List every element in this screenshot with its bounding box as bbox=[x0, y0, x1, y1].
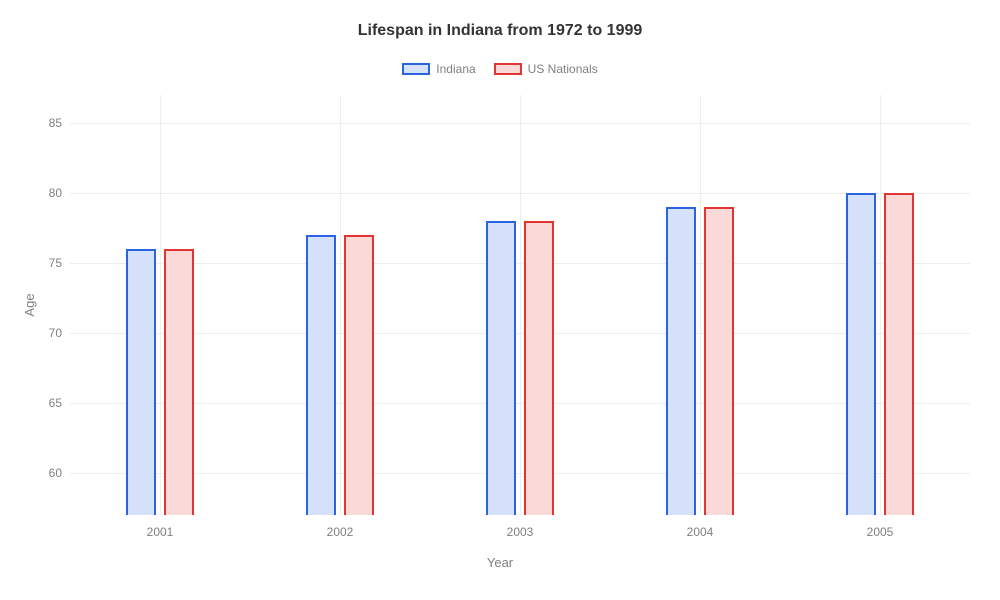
y-tick-label: 65 bbox=[12, 396, 62, 410]
legend-swatch-indiana bbox=[402, 63, 430, 75]
bar bbox=[306, 235, 336, 515]
gridline-x bbox=[880, 95, 881, 515]
legend-swatch-us-nationals bbox=[494, 63, 522, 75]
legend-label-us-nationals: US Nationals bbox=[528, 62, 598, 76]
bar bbox=[126, 249, 156, 515]
y-tick-label: 75 bbox=[12, 256, 62, 270]
y-tick-label: 70 bbox=[12, 326, 62, 340]
bar bbox=[884, 193, 914, 515]
x-tick-label: 2003 bbox=[507, 525, 534, 539]
y-tick-label: 80 bbox=[12, 186, 62, 200]
x-axis-label: Year bbox=[0, 555, 1000, 570]
plot-area bbox=[70, 95, 970, 515]
bar bbox=[344, 235, 374, 515]
gridline-x bbox=[700, 95, 701, 515]
bar bbox=[164, 249, 194, 515]
bar bbox=[846, 193, 876, 515]
x-tick-label: 2004 bbox=[687, 525, 714, 539]
bar bbox=[666, 207, 696, 515]
legend-item-indiana: Indiana bbox=[402, 62, 475, 76]
chart-title: Lifespan in Indiana from 1972 to 1999 bbox=[0, 22, 1000, 40]
lifespan-chart: Lifespan in Indiana from 1972 to 1999 In… bbox=[0, 0, 1000, 600]
y-tick-label: 60 bbox=[12, 466, 62, 480]
x-tick-label: 2002 bbox=[327, 525, 354, 539]
legend-item-us-nationals: US Nationals bbox=[494, 62, 598, 76]
y-axis-label: Age bbox=[22, 293, 37, 316]
x-tick-label: 2001 bbox=[147, 525, 174, 539]
gridline-x bbox=[520, 95, 521, 515]
bar bbox=[704, 207, 734, 515]
y-tick-label: 85 bbox=[12, 116, 62, 130]
gridline-x bbox=[340, 95, 341, 515]
chart-legend: Indiana US Nationals bbox=[0, 62, 1000, 76]
x-tick-label: 2005 bbox=[867, 525, 894, 539]
bar bbox=[524, 221, 554, 515]
legend-label-indiana: Indiana bbox=[436, 62, 475, 76]
bar bbox=[486, 221, 516, 515]
gridline-x bbox=[160, 95, 161, 515]
